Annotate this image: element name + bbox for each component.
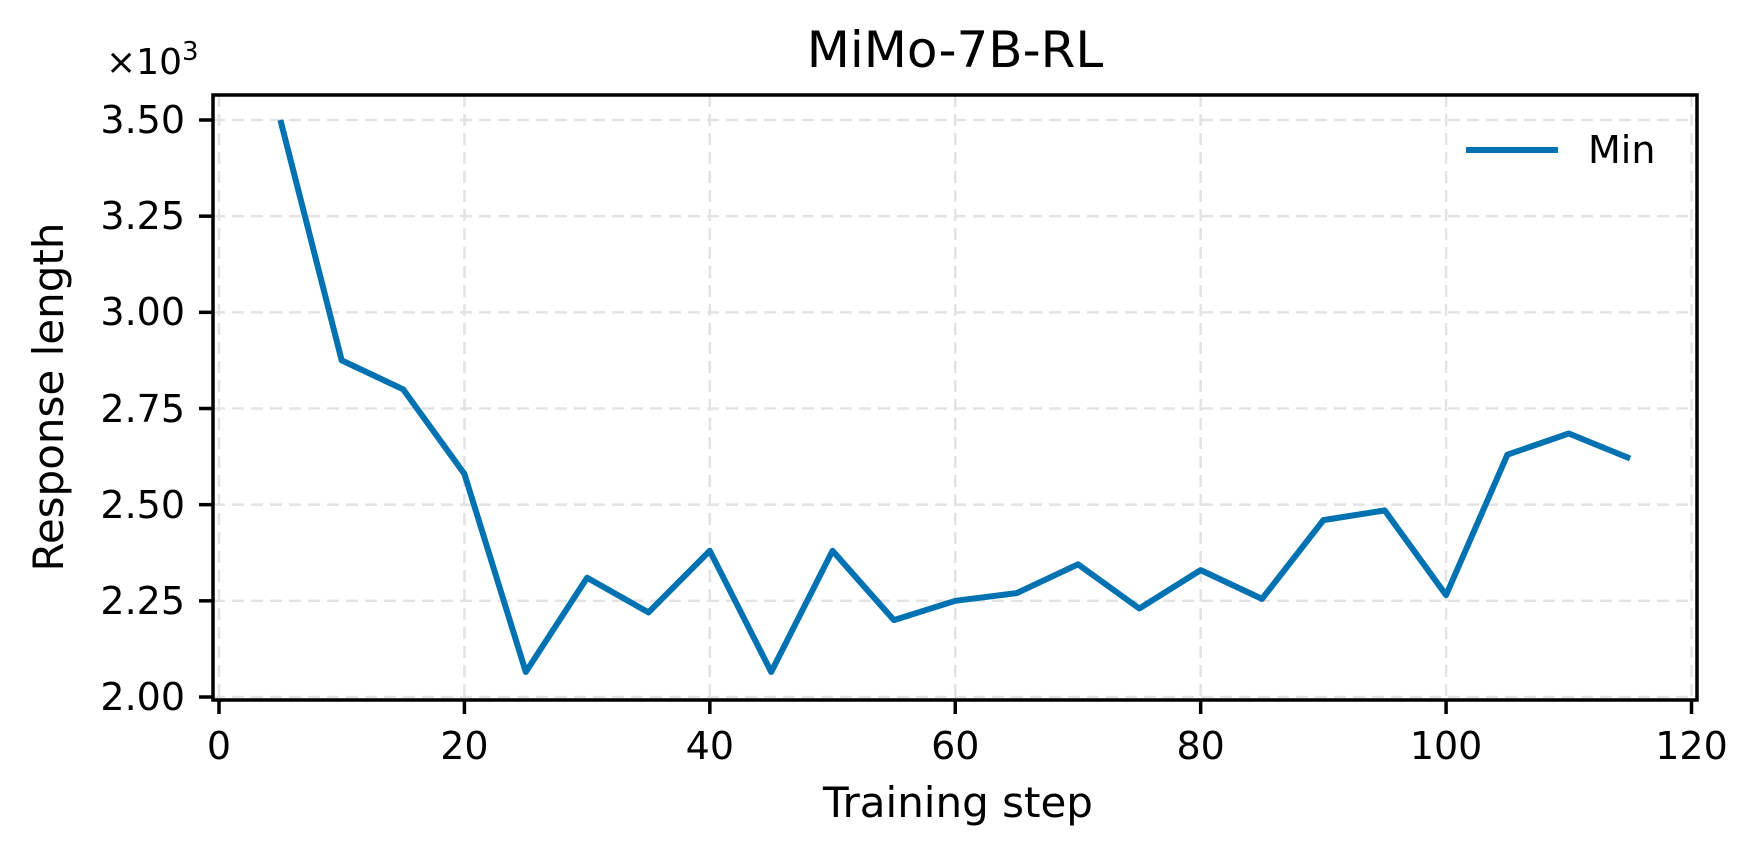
y-axis-label: Response length — [24, 222, 73, 572]
x-axis-label: Training step — [823, 778, 1093, 827]
legend: Min — [1460, 124, 1655, 176]
y-axis-multiplier: ×103 — [106, 30, 199, 85]
axis-ticks — [199, 118, 1694, 714]
grid-lines — [213, 95, 1697, 700]
series-line-min — [277, 119, 1632, 675]
y-tick-label: 3.25 — [100, 194, 185, 239]
y-tick-label: 3.00 — [100, 290, 185, 335]
y-tick-label: 3.50 — [100, 98, 185, 142]
x-tick-label: 80 — [1176, 724, 1225, 768]
x-tick-label: 40 — [685, 724, 735, 768]
y-tick-label: 2.50 — [100, 482, 185, 527]
chart-title: MiMo-7B-RL — [806, 21, 1104, 79]
legend-label-min: Min — [1588, 128, 1656, 172]
x-tick-label: 100 — [1409, 724, 1483, 768]
x-tick-label: 120 — [1655, 724, 1728, 768]
x-tick-label: 60 — [931, 724, 980, 768]
plot-frame — [211, 93, 1699, 702]
y-tick-label: 2.00 — [100, 675, 185, 719]
legend-line-swatch — [1466, 147, 1558, 153]
y-tick-label: 2.25 — [100, 578, 185, 623]
multiplier-base: ×10 — [106, 42, 182, 83]
multiplier-exponent: 3 — [181, 37, 199, 67]
x-tick-label: 0 — [206, 724, 232, 768]
x-tick-label: 20 — [440, 724, 489, 768]
y-tick-label: 2.75 — [100, 386, 185, 431]
